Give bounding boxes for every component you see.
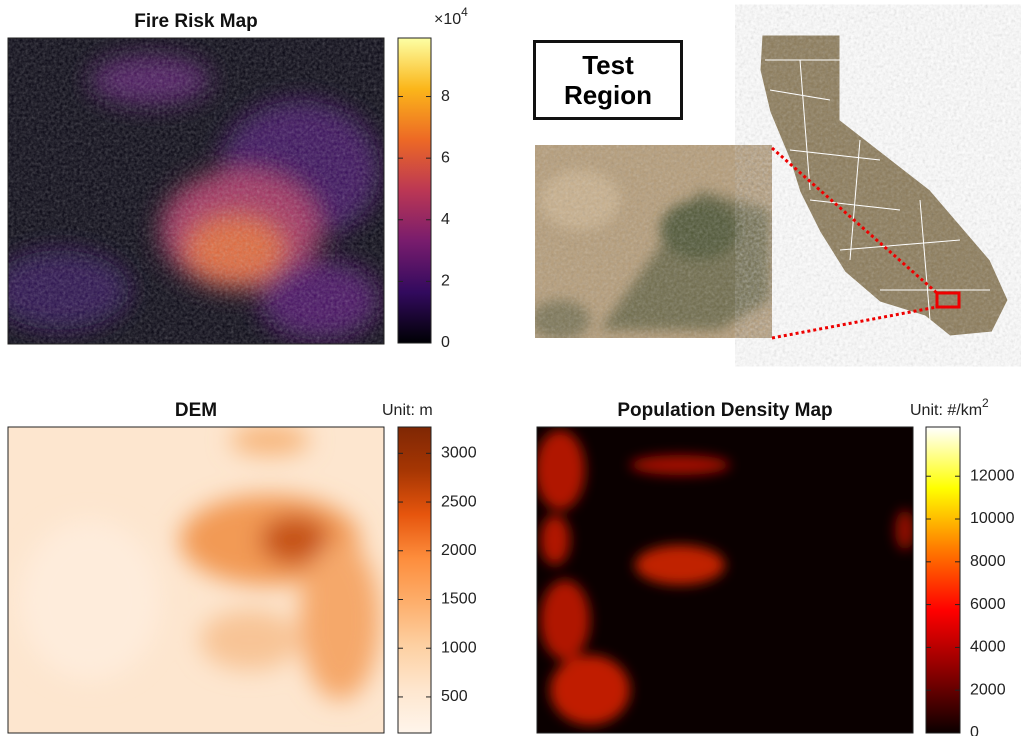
fire-risk-image: [0, 38, 384, 344]
population-image: [535, 427, 915, 733]
colorbar-tick-label: 2000: [441, 542, 477, 559]
colorbar-unit: Unit: #/km2: [910, 396, 989, 419]
colorbar-tick-label: 3000: [441, 445, 477, 462]
colorbar: [398, 38, 431, 343]
colorbar-tick-label: 8: [441, 88, 450, 105]
colorbar-multiplier: ×104: [434, 5, 468, 28]
colorbar-tick-label: 8000: [970, 553, 1006, 570]
colorbar-tick-label: 6000: [970, 596, 1006, 613]
dem-image: [8, 425, 384, 733]
figure: Test Region Fire Risk Map02468×104DEM500…: [0, 0, 1021, 736]
panel-title: Population Density Map: [617, 400, 832, 421]
california-map: [760, 35, 1008, 336]
colorbar: [926, 427, 960, 733]
colorbar-unit-text: Unit: m: [382, 402, 433, 419]
colorbar-tick-label: 12000: [970, 467, 1015, 484]
colorbar-tick-label: 2: [441, 273, 450, 290]
colorbar-tick-label: 1500: [441, 591, 477, 608]
satellite-image: [530, 145, 772, 340]
colorbar-unit-exponent: 2: [982, 396, 989, 410]
colorbar-tick-label: 2000: [970, 681, 1006, 698]
colorbar-tick-label: 1000: [441, 639, 477, 656]
colorbar-tick-label: 500: [441, 688, 468, 705]
colorbar: [398, 427, 431, 733]
region-label: Test Region: [533, 40, 683, 120]
colorbar-multiplier-exponent: 4: [461, 5, 468, 19]
panel-title: DEM: [175, 400, 217, 421]
colorbar-tick-label: 0: [970, 724, 979, 736]
colorbar-tick-label: 4000: [970, 639, 1006, 656]
colorbar-unit-text: Unit: #/km: [910, 402, 982, 419]
colorbar-tick-label: 6: [441, 149, 450, 166]
colorbar-unit: Unit: m: [382, 402, 433, 419]
colorbar-tick-label: 4: [441, 211, 450, 228]
colorbar-tick-label: 0: [441, 334, 450, 351]
colorbar-tick-label: 2500: [441, 493, 477, 510]
colorbar-tick-label: 10000: [970, 510, 1015, 527]
panel-title: Fire Risk Map: [134, 11, 258, 32]
region-label-box: Test Region: [533, 40, 693, 130]
colorbar-multiplier-text: ×10: [434, 11, 461, 28]
